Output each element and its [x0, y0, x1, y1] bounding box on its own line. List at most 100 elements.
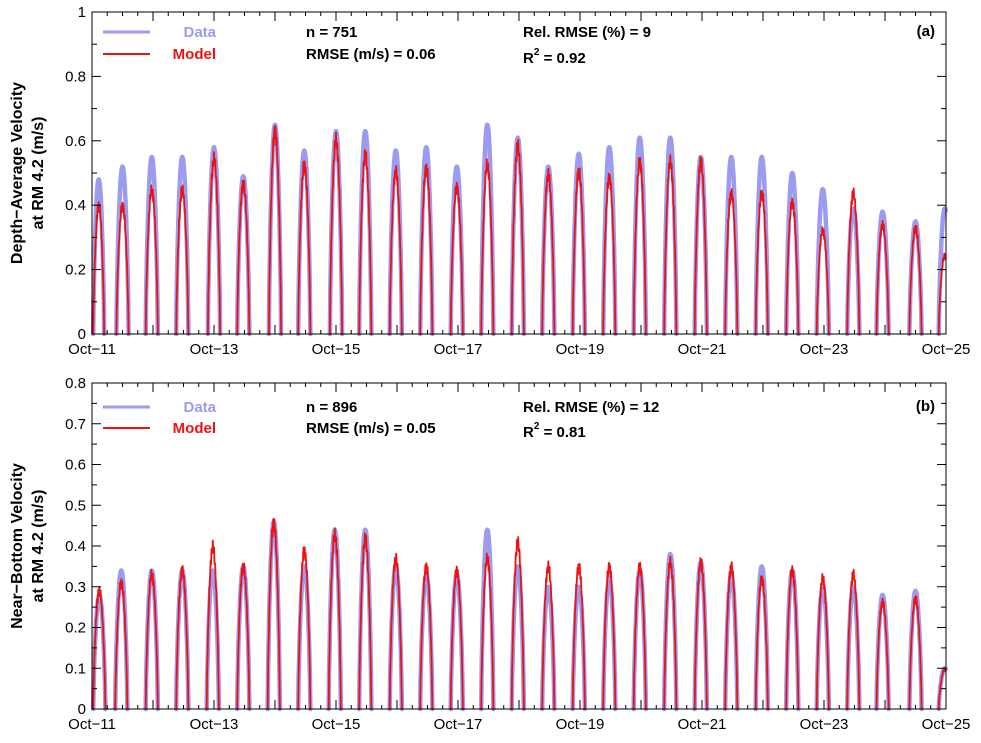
panel-b-model-pulse	[144, 569, 159, 710]
panel-b-model-pulse	[327, 527, 342, 710]
panel-b-xtick-label: Oct−21	[678, 716, 727, 733]
panel-a-model-pulse	[144, 184, 159, 335]
panel-a-legend: Data Model	[103, 24, 217, 63]
panel-a-stat-r2: R2 = 0.92	[523, 47, 586, 67]
panel-a-ytick-label: 0.6	[65, 133, 86, 150]
panel-b-ytick-label: 0.8	[65, 375, 86, 392]
panel-a-xtick-label: Oct−15	[312, 341, 361, 358]
panel-b-label: (b)	[916, 398, 935, 415]
panel-b-model-pulse	[693, 557, 708, 710]
panel-b-ytick-label: 0.4	[65, 538, 86, 555]
panel-b-model-pulse	[175, 565, 190, 710]
panel-b-ytick-label: 0	[78, 701, 86, 718]
panel-b-model-pulse	[815, 572, 830, 710]
panel-b-stat-r2-exp: 2	[534, 421, 540, 432]
panel-a-ytick-label: 0.2	[65, 262, 86, 279]
panel-b-ylabel-2: at RM 4.2 (m/s)	[30, 490, 47, 603]
panel-a-model-pulse	[115, 201, 130, 335]
panel-a-legend-data-label: Data	[183, 24, 216, 41]
panel-b-model-pulse	[541, 560, 556, 710]
panel-a-model-pulse	[602, 172, 617, 335]
panel-b-xtick-label: Oct−23	[800, 716, 849, 733]
panel-a-model-pulse	[449, 181, 464, 335]
panel-a-model-pulse	[785, 197, 800, 335]
panel-b-model-pulse	[480, 552, 495, 710]
panel-a-xtick-label: Oct−11	[68, 341, 116, 358]
panel-a-xtick-label: Oct−25	[922, 341, 971, 358]
panel-b-stat-r2: R2 = 0.81	[523, 421, 586, 441]
panel-b-stat-n: n = 896	[306, 399, 357, 416]
panel-a-ylabel-2: at RM 4.2 (m/s)	[30, 117, 47, 230]
panel-b-stat-rel-rmse: Rel. RMSE (%) = 12	[523, 399, 659, 416]
panel-a-stat-rmse: RMSE (m/s) = 0.06	[306, 46, 436, 63]
panel-b-model-pulse	[205, 539, 220, 710]
panel-b-model-pulse	[632, 561, 647, 710]
panel-b-x-ticks: Oct−11 Oct−13 Oct−15 Oct−17 Oct−19 Oct−21 Oct−…	[68, 383, 970, 733]
panel-a-model-pulse	[297, 160, 312, 335]
panel-b-xtick-label: Oct−25	[922, 716, 971, 733]
panel-b-stat-r2-prefix: R	[523, 424, 534, 441]
panel-a-model-pulse	[815, 226, 830, 335]
panel-a-data-pulse	[936, 206, 948, 337]
panel-b-xtick-label: Oct−17	[434, 716, 483, 733]
panel-b-model-pulse	[875, 597, 890, 710]
panel-b-model-pulse	[602, 561, 617, 710]
panel-b-legend-model-label: Model	[173, 420, 216, 437]
panel-b: 00.10.20.30.40.50.60.70.8 Oct−11 Oct−13 Oc…	[9, 375, 970, 733]
panel-a-model-pulse	[724, 188, 739, 335]
panel-a-series	[90, 122, 948, 337]
panel-b-series	[90, 518, 948, 712]
panel-a-stat-n: n = 751	[306, 24, 357, 41]
panel-a-model-pulse	[663, 154, 678, 335]
panel-b-model-pulse	[937, 667, 947, 710]
panel-b-model-pulse	[724, 561, 739, 710]
panel-a-stat-r2-prefix: R	[523, 50, 534, 67]
panel-b-ytick-label: 0.2	[65, 620, 86, 637]
panel-b-stat-r2-value: = 0.81	[539, 424, 585, 441]
panel-b-model-pulse	[114, 578, 129, 710]
panel-a-ytick-label: 0.4	[65, 197, 86, 214]
panel-a-stat-r2-exp: 2	[534, 47, 540, 58]
panel-a-stat-r2-value: = 0.92	[539, 50, 585, 67]
panel-a-model-pulse	[358, 148, 373, 335]
panel-b-model-pulse	[388, 552, 403, 710]
panel-b-legend: Data Model	[103, 399, 217, 437]
panel-b-ytick-label: 0.1	[65, 660, 86, 677]
panel-b-ytick-label: 0.6	[65, 457, 86, 474]
panel-a-model-pulse	[571, 167, 586, 335]
panel-b-ylabel-1: Near−Bottom Velocity	[9, 463, 26, 629]
panel-b-xtick-label: Oct−15	[312, 716, 361, 733]
panel-a-model-pulse	[632, 156, 647, 335]
panel-b-model-pulse	[754, 575, 769, 710]
panel-a-stat-rel-rmse: Rel. RMSE (%) = 9	[523, 24, 651, 41]
panel-a-data-pulse	[114, 164, 131, 337]
panel-b-legend-data-label: Data	[183, 399, 216, 416]
panel-b-model-pulse	[236, 562, 251, 710]
panel-a-model-pulse	[328, 131, 344, 335]
panel-b-y-ticks: 0 0.1 0.2 0.3 0.4 0.5 0.6 0.7 0.8	[65, 375, 946, 718]
panel-b-model-pulse	[449, 565, 464, 710]
panel-a-ylabel-1: Depth−Average Velocity	[9, 82, 26, 264]
panel-a-model-pulse	[937, 252, 947, 335]
panel-a-model-pulse	[908, 224, 923, 335]
panel-b-xtick-label: Oct−11	[68, 716, 116, 733]
panel-a-model-pulse	[388, 165, 403, 335]
panel-b-xtick-label: Oct−13	[190, 716, 239, 733]
panel-a-data-pulse	[814, 186, 832, 337]
panel-a-model-pulse	[92, 201, 106, 335]
panel-b-model-pulse	[663, 555, 678, 710]
panel-a-ytick-label: 0.8	[65, 68, 86, 85]
panel-a-model-pulse	[846, 187, 861, 335]
panel-b-ytick-label: 0.7	[65, 416, 86, 433]
panel-a-xtick-label: Oct−19	[556, 341, 605, 358]
panel-a-legend-model-label: Model	[173, 46, 216, 63]
panel-b-model-pulse	[266, 518, 281, 710]
panel-a-model-pulse	[419, 163, 434, 335]
panel-a-model-pulse	[175, 184, 190, 335]
panel-a-xtick-label: Oct−23	[800, 341, 849, 358]
panel-a-model-pulse	[236, 179, 251, 335]
panel-b-ytick-label: 0.3	[65, 579, 86, 596]
panel-a-model-pulse	[754, 189, 769, 335]
